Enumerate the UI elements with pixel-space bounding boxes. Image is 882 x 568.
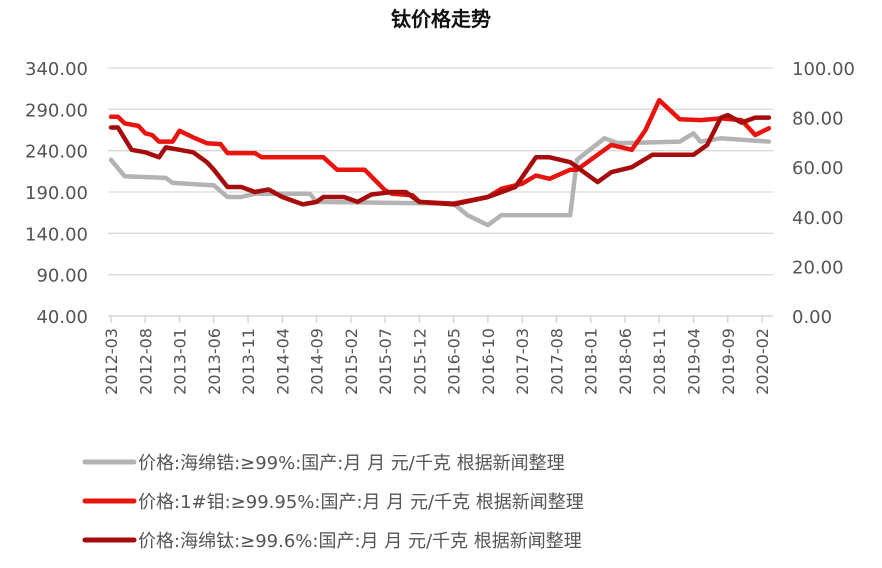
x-tick-label: 2018-01 (582, 328, 601, 395)
x-tick-label: 2017-08 (547, 328, 566, 395)
series-0 (111, 133, 769, 225)
x-tick-label: 2014-04 (273, 328, 292, 395)
x-tick-label: 2015-02 (342, 328, 361, 395)
y-left-tick-label: 190.00 (25, 183, 88, 204)
legend-item: 价格:海绵锆:≥99%:国产:月 月 元/千克 根据新闻整理 (85, 453, 565, 474)
x-tick-label: 2018-06 (616, 328, 635, 395)
x-tick-label: 2013-06 (205, 328, 224, 395)
y-left-tick-label: 290.00 (25, 100, 88, 121)
x-tick-label: 2013-11 (239, 328, 258, 395)
legend-label: 价格:海绵锆:≥99%:国产:月 月 元/千克 根据新闻整理 (138, 453, 565, 474)
legend-label: 价格:海绵钛:≥99.6%:国产:月 月 元/千克 根据新闻整理 (138, 531, 582, 552)
x-tick-label: 2016-05 (445, 328, 464, 395)
legend-item: 价格:海绵钛:≥99.6%:国产:月 月 元/千克 根据新闻整理 (85, 531, 582, 552)
x-tick-label: 2020-02 (753, 328, 772, 395)
chart-title: 钛价格走势 (391, 7, 491, 31)
series-2 (111, 115, 769, 204)
y-left-tick-label: 90.00 (36, 266, 88, 287)
series-line (111, 133, 769, 225)
legend-label: 价格:1#钼:≥99.95%:国产:月 月 元/千克 根据新闻整理 (138, 492, 584, 513)
x-tick-label: 2019-04 (685, 328, 704, 395)
series-line (111, 115, 769, 204)
y-left-tick-label: 340.00 (25, 59, 88, 80)
y-right-tick-label: 20.00 (792, 257, 844, 278)
x-tick-label: 2014-09 (308, 328, 327, 395)
x-tick-label: 2013-01 (171, 328, 190, 395)
y-right-tick-label: 60.00 (792, 158, 844, 179)
series-1 (111, 100, 769, 204)
y-left-tick-label: 140.00 (25, 224, 88, 245)
x-tick-label: 2015-12 (410, 328, 429, 395)
x-tick-label: 2016-10 (479, 328, 498, 395)
y-right-tick-label: 40.00 (792, 208, 844, 229)
y-right-tick-label: 0.00 (792, 307, 832, 328)
x-tick-label: 2018-11 (650, 328, 669, 395)
x-tick-label: 2012-08 (136, 328, 155, 395)
legend-item: 价格:1#钼:≥99.95%:国产:月 月 元/千克 根据新闻整理 (85, 492, 584, 513)
x-tick-label: 2012-03 (102, 328, 121, 395)
y-left-tick-label: 240.00 (25, 142, 88, 163)
x-tick-label: 2017-03 (513, 328, 532, 395)
series-line (111, 100, 769, 203)
y-right-tick-label: 100.00 (792, 59, 855, 80)
x-tick-label: 2015-07 (376, 328, 395, 395)
y-right-tick-label: 80.00 (792, 109, 844, 130)
y-left-tick-label: 40.00 (36, 307, 88, 328)
x-tick-label: 2019-09 (719, 328, 738, 395)
